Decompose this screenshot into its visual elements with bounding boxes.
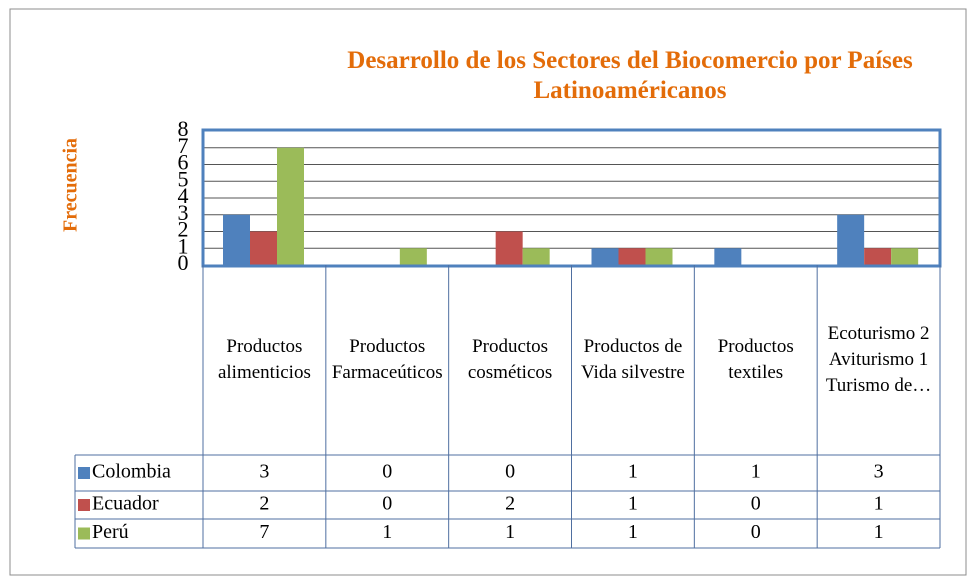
legend-key: [78, 467, 90, 479]
legend-key: [78, 499, 90, 511]
x-tick-label: Productos alimenticios: [217, 336, 311, 383]
x-tick-label: Ecoturismo 2 Aviturismo 1 Turismo de…: [825, 323, 932, 396]
table-value: 1: [751, 461, 761, 483]
table-value: 0: [382, 493, 392, 515]
bar: [714, 248, 742, 265]
bar: [399, 248, 427, 265]
table-value: 0: [751, 521, 761, 543]
bar: [277, 147, 304, 265]
x-tick-label: Productos textiles: [717, 336, 794, 383]
bar: [645, 248, 673, 265]
table-value: 1: [874, 493, 884, 515]
table-value: 1: [628, 461, 638, 483]
chart-border: [9, 8, 967, 576]
table-value: 1: [382, 521, 392, 543]
bar: [864, 248, 892, 265]
table-value: 0: [382, 461, 392, 483]
bar: [591, 248, 619, 265]
y-tick-label: 5: [178, 166, 189, 191]
legend-label: Colombia: [92, 461, 171, 483]
table-value: 7: [259, 521, 269, 543]
table-value: 3: [259, 461, 269, 483]
bar: [891, 248, 919, 265]
y-tick-label: 0: [178, 250, 189, 275]
y-tick-label: 3: [178, 200, 189, 225]
bar: [250, 231, 277, 265]
y-tick-label: 7: [178, 133, 189, 158]
legend-label: Ecuador: [92, 493, 159, 515]
y-axis-label: Frecuencia: [60, 138, 82, 232]
table-value: 1: [874, 521, 884, 543]
table-value: 2: [505, 493, 515, 515]
y-tick-label: 1: [178, 233, 189, 258]
table-value: 1: [505, 521, 515, 543]
y-tick-label: 2: [178, 217, 189, 242]
chart-title: Desarrollo de los Sectores del Biocomerc…: [347, 47, 913, 104]
bar: [618, 248, 646, 265]
table-value: 0: [751, 493, 761, 515]
legend-label: Perú: [92, 521, 129, 543]
table-value: 0: [505, 461, 515, 483]
y-tick-label: 4: [178, 183, 189, 208]
x-tick-label: Productos Farmaceúticos: [331, 336, 443, 383]
table-value: 1: [628, 521, 638, 543]
bar: [223, 214, 250, 265]
bar: [837, 214, 865, 265]
table-value: 1: [628, 493, 638, 515]
x-tick-label: Productos de Vida silvestre: [580, 336, 685, 383]
table-value: 3: [874, 461, 884, 483]
legend-key: [78, 527, 90, 540]
x-tick-label: Productos cosméticos: [467, 336, 553, 383]
y-tick-label: 6: [178, 150, 189, 175]
bar: [495, 231, 523, 265]
y-tick-label: 8: [178, 116, 189, 141]
bar: [522, 248, 550, 265]
table-value: 2: [259, 493, 269, 515]
